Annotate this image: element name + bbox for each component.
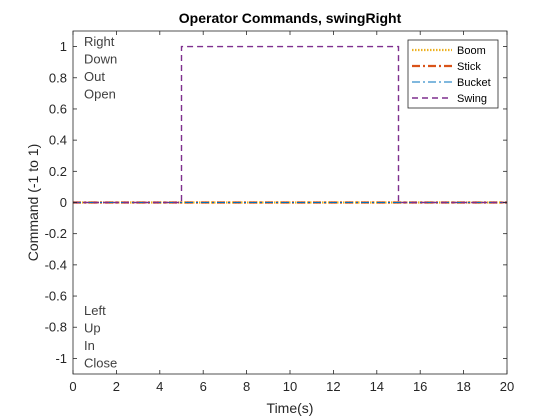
y-tick-label: -1 (55, 351, 67, 366)
y-tick-label: 0.8 (49, 70, 67, 85)
annotation-bottom-label: Close (84, 356, 117, 371)
legend-entry-label: Swing (457, 93, 487, 105)
y-tick-label: -0.4 (45, 257, 67, 272)
ticks-layer: 0 2 4 6 8 10 12 14 16 18 20 -1 -0.8 -0.6 -0.4 -0.2 0 0.2 0… (45, 31, 514, 394)
y-tick-label: 1 (60, 39, 67, 54)
annotation-top-label: Open (84, 87, 116, 102)
x-axis-label: Time(s) (267, 400, 314, 416)
x-tick-label: 14 (370, 379, 384, 394)
annotation-bottom-label: Up (84, 321, 101, 336)
annotation-bottom-label: Left (84, 303, 106, 318)
x-tick-label: 4 (156, 379, 163, 394)
y-tick-label: -0.2 (45, 226, 67, 241)
series-layer (73, 45, 507, 204)
annotation-bottom-label: In (84, 338, 95, 353)
legend-entry-label: Boom (457, 45, 486, 57)
y-tick-label: 0 (60, 195, 67, 210)
x-tick-label: 10 (283, 379, 297, 394)
y-tick-label: 0.6 (49, 101, 67, 116)
legend-entry-label: Bucket (457, 77, 491, 89)
x-tick-label: 18 (456, 379, 470, 394)
x-tick-label: 12 (326, 379, 340, 394)
annotation-top-label: Down (84, 52, 117, 67)
x-tick-label: 2 (113, 379, 120, 394)
y-tick-label: -0.8 (45, 320, 67, 335)
legend-box (407, 39, 499, 109)
annotation-top-label: Right (84, 34, 115, 49)
y-tick-label: 0.2 (49, 164, 67, 179)
x-tick-label: 20 (500, 379, 514, 394)
y-tick-label: -0.6 (45, 289, 67, 304)
chart-title: Operator Commands, swingRight (179, 10, 402, 26)
x-tick-label: 0 (69, 379, 76, 394)
y-tick-label: 0.4 (49, 133, 67, 148)
legend: Boom Stick Bucket Swing (407, 39, 499, 109)
annotations-layer: Right Down Out Open Left Up In Close (84, 34, 117, 371)
legend-entry-label: Stick (457, 61, 481, 73)
y-axis-label: Command (-1 to 1) (25, 144, 41, 261)
x-tick-label: 8 (243, 379, 250, 394)
annotation-top-label: Out (84, 69, 105, 84)
x-tick-label: 6 (200, 379, 207, 394)
x-tick-label: 16 (413, 379, 427, 394)
series-line-swing (73, 45, 507, 204)
